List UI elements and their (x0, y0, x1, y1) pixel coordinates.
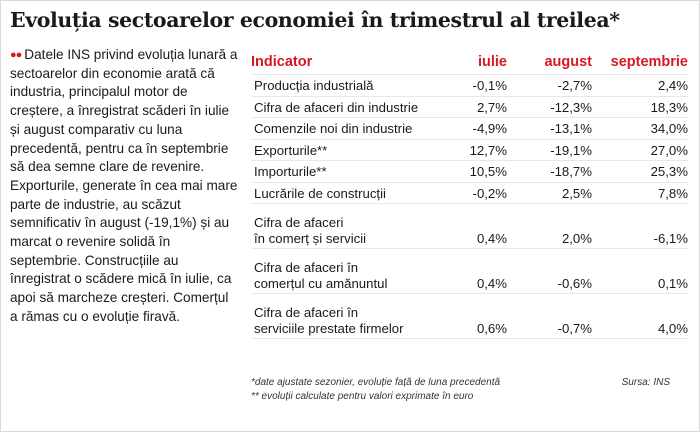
table-row: Cifra de afaceri în comerț și servicii 0… (251, 204, 688, 249)
row-iulie: -0,2% (472, 185, 507, 201)
table-row: Cifra de afaceri în serviciile prestate … (251, 294, 688, 339)
table-row: Comenzile noi din industrie -4,9% -13,1%… (251, 118, 688, 140)
row-indicator: Cifra de afaceri din industrie (254, 99, 419, 115)
row-indicator: Cifra de afaceri în serviciile prestate … (251, 305, 433, 336)
table-row: Cifra de afaceri în comerțul cu amănuntu… (251, 249, 688, 294)
lede-paragraph: ●● Datele INS privind evoluția lunară a s… (10, 46, 238, 327)
row-septembrie: -6,1% (653, 230, 688, 246)
row-iulie: 12,7% (469, 142, 507, 158)
table-row: Cifra de afaceri din industrie 2,7% -12,… (251, 97, 688, 118)
source-label: Sursa: INS (621, 377, 670, 388)
row-august: -18,7% (550, 164, 592, 179)
header-iulie: iulie (477, 54, 507, 70)
row-indicator: Producția industrială (254, 78, 374, 93)
row-iulie: 10,5% (469, 164, 507, 179)
table-row: Lucrările de construcții -0,2% 2,5% 7,8% (251, 183, 688, 204)
row-august: -2,7% (557, 78, 592, 93)
row-indicator: Comenzile noi din industrie (254, 121, 413, 136)
row-indicator: Cifra de afaceri în comerțul cu amănuntu… (251, 260, 433, 291)
page-title: Evoluția sectoarelor economiei în trimes… (10, 8, 620, 32)
row-august: -12,3% (550, 99, 592, 115)
row-august: -19,1% (550, 142, 592, 158)
row-indicator-line2: comerțul cu amănuntul (254, 275, 388, 291)
row-iulie: 0,4% (476, 230, 507, 246)
table-row: Producția industrială -0,1% -2,7% 2,4% (251, 75, 688, 97)
row-august: -0,7% (557, 320, 592, 336)
table-row: Importurile** 10,5% -18,7% 25,3% (251, 161, 688, 183)
footnotes: *date ajustate sezonier, evoluție față d… (251, 376, 688, 404)
row-indicator: Importurile** (254, 164, 327, 179)
row-iulie: 0,6% (476, 320, 507, 336)
row-august: 2,0% (561, 230, 592, 246)
header-septembrie: septembrie (610, 54, 688, 70)
row-septembrie: 34,0% (650, 121, 688, 136)
row-indicator-line2: în comerț și servicii (254, 230, 367, 246)
footnote-euro: ** evoluții calculate pentru valori expr… (251, 391, 474, 402)
row-iulie: -4,9% (472, 121, 507, 136)
row-indicator: Exporturile** (254, 142, 328, 158)
row-indicator-line2: serviciile prestate firmelor (254, 320, 404, 336)
row-indicator: Lucrările de construcții (254, 185, 386, 201)
row-iulie: 2,7% (476, 99, 507, 115)
row-august: 2,5% (561, 185, 592, 201)
indicators-table: Indicator iulie august septembrie Produc… (251, 50, 688, 339)
row-indicator-line1: Cifra de afaceri în (254, 305, 359, 320)
lede-text: Datele INS privind evoluția lunară a sec… (10, 47, 238, 324)
row-indicator: Cifra de afaceri în comerț și servicii (251, 215, 433, 246)
header-indicator: Indicator (251, 54, 313, 70)
row-august: -0,6% (557, 275, 592, 291)
row-iulie: -0,1% (472, 78, 507, 93)
row-august: -13,1% (550, 121, 592, 136)
table-header: Indicator iulie august septembrie (251, 50, 688, 75)
row-septembrie: 7,8% (657, 185, 688, 201)
row-septembrie: 25,3% (650, 164, 688, 179)
bullet-icon: ●● (10, 49, 22, 61)
row-septembrie: 0,1% (657, 275, 688, 291)
footnote-seasonal: *date ajustate sezonier, evoluție față d… (251, 377, 501, 388)
row-septembrie: 2,4% (657, 78, 688, 93)
header-august: august (544, 54, 592, 70)
row-iulie: 0,4% (476, 275, 507, 291)
table-row: Exporturile** 12,7% -19,1% 27,0% (251, 140, 688, 161)
row-septembrie: 4,0% (657, 320, 688, 336)
row-septembrie: 27,0% (650, 142, 688, 158)
row-septembrie: 18,3% (650, 99, 688, 115)
row-indicator-line1: Cifra de afaceri în (254, 260, 359, 275)
row-indicator-line1: Cifra de afaceri (254, 215, 344, 230)
